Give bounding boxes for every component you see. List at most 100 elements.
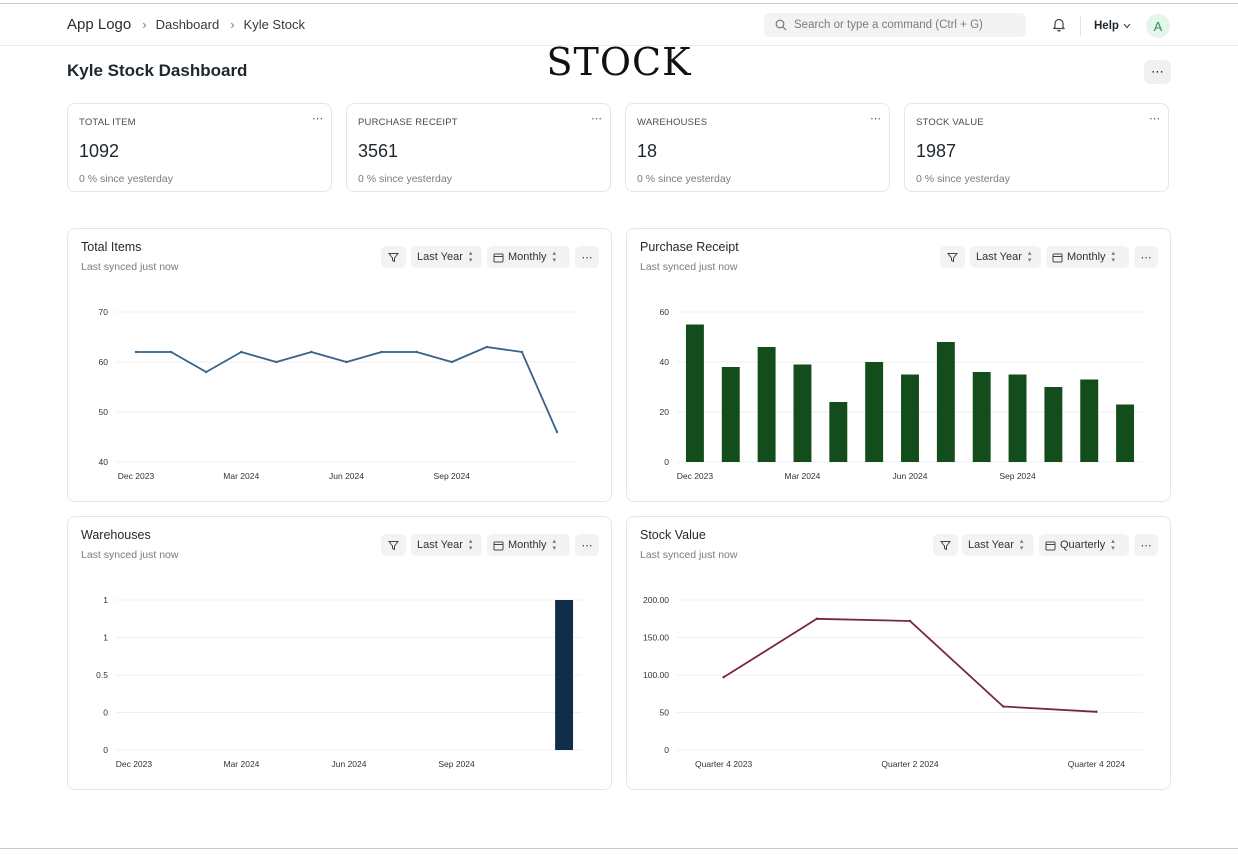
- top-navbar: App Logo › Dashboard › Kyle Stock Search…: [0, 4, 1238, 46]
- data-point: [204, 370, 208, 374]
- data-point: [169, 350, 173, 354]
- interval-select[interactable]: Monthly ▴ ▾: [1046, 246, 1129, 268]
- data-point: [722, 676, 725, 679]
- filter-icon: [388, 540, 399, 550]
- range-select[interactable]: Last Year ▴ ▾: [411, 246, 482, 268]
- series-line: [136, 346, 558, 433]
- page-menu-button[interactable]: ⋯: [1144, 60, 1171, 84]
- select-arrows-icon: ▴ ▾: [1111, 250, 1116, 264]
- panel-purchase-receipt: Purchase Receipt Last synced just now La…: [626, 228, 1171, 502]
- filter-button[interactable]: [933, 534, 958, 556]
- breadcrumb-kyle-stock[interactable]: Kyle Stock: [243, 17, 305, 32]
- card-label: STOCK VALUE: [916, 117, 984, 128]
- y-tick-label: 40: [660, 357, 670, 367]
- panel-subtitle: Last synced just now: [81, 261, 179, 273]
- more-icon: ⋯: [1140, 251, 1152, 264]
- app-logo[interactable]: App Logo: [67, 16, 132, 33]
- interval-label: Monthly: [508, 251, 547, 263]
- bell-icon[interactable]: [1052, 17, 1066, 32]
- more-icon: ⋯: [1140, 539, 1152, 552]
- calendar-icon: [1045, 541, 1056, 550]
- panel-title: Total Items: [81, 240, 142, 254]
- range-select[interactable]: Last Year ▴ ▾: [411, 534, 482, 556]
- card-warehouses: WAREHOUSES ⋯ 18 0 % since yesterday: [625, 103, 890, 192]
- panel-stock-value: Stock Value Last synced just now Last Ye…: [626, 516, 1171, 790]
- more-icon[interactable]: ⋯: [1149, 113, 1160, 125]
- avatar[interactable]: A: [1146, 14, 1170, 38]
- card-stock-value: STOCK VALUE ⋯ 1987 0 % since yesterday: [904, 103, 1169, 192]
- filter-button[interactable]: [381, 246, 406, 268]
- panel-subtitle: Last synced just now: [640, 549, 738, 561]
- search-input[interactable]: Search or type a command (Ctrl + G): [764, 13, 1026, 37]
- filter-icon: [388, 252, 399, 262]
- nav-divider: [1080, 16, 1081, 36]
- y-tick-label: 0: [664, 457, 669, 467]
- more-icon: ⋯: [581, 251, 593, 264]
- range-label: Last Year: [968, 539, 1014, 551]
- y-tick-label: 0: [103, 708, 108, 718]
- x-tick-label: Jun 2024: [893, 471, 928, 481]
- warehouses-chart: 0 0 0.5 1 1 Dec 2023 Mar 2024 Jun 2024 Sep 2024: [96, 595, 582, 769]
- bar: [901, 374, 919, 462]
- interval-select[interactable]: Monthly ▴ ▾: [487, 246, 570, 268]
- interval-select[interactable]: Monthly ▴ ▾: [487, 534, 570, 556]
- card-delta: 0 % since yesterday: [79, 173, 173, 185]
- data-point: [1095, 710, 1098, 713]
- panel-subtitle: Last synced just now: [81, 549, 179, 561]
- card-value: 18: [637, 141, 658, 161]
- x-tick-label: Jun 2024: [329, 471, 364, 481]
- bar: [1116, 404, 1135, 462]
- card-label: TOTAL ITEM: [79, 117, 136, 128]
- interval-select[interactable]: Quarterly ▴ ▾: [1039, 534, 1129, 556]
- help-dropdown[interactable]: Help: [1094, 16, 1131, 36]
- x-tick-label: Jun 2024: [332, 759, 367, 769]
- total-items-chart: 40 50 60 70 Dec 2023 Mar 2024 Jun 2024 Sep 2024: [99, 307, 577, 481]
- y-tick-label: 50: [660, 708, 670, 718]
- card-delta: 0 % since yesterday: [916, 173, 1010, 185]
- filter-button[interactable]: [940, 246, 965, 268]
- range-label: Last Year: [417, 251, 463, 263]
- x-tick-label: Mar 2024: [224, 759, 260, 769]
- bar: [1080, 379, 1099, 462]
- range-select[interactable]: Last Year ▴ ▾: [970, 246, 1041, 268]
- bar: [865, 362, 884, 462]
- frame-bottom-border: [0, 848, 1238, 849]
- y-tick-label: 50: [99, 407, 109, 417]
- more-icon[interactable]: ⋯: [591, 113, 602, 125]
- panel-menu-button[interactable]: ⋯: [575, 246, 599, 268]
- y-tick-label: 100.00: [643, 670, 669, 680]
- breadcrumb-dashboard[interactable]: Dashboard: [155, 17, 220, 32]
- panel-menu-button[interactable]: ⋯: [1134, 246, 1158, 268]
- y-tick-label: 70: [99, 307, 109, 317]
- bar: [793, 364, 812, 462]
- y-tick-label: 0: [664, 745, 669, 755]
- data-point: [520, 350, 524, 354]
- more-icon[interactable]: ⋯: [312, 113, 323, 125]
- more-icon[interactable]: ⋯: [870, 113, 881, 125]
- bar: [1044, 387, 1063, 462]
- card-delta: 0 % since yesterday: [637, 173, 731, 185]
- select-arrows-icon: ▴ ▾: [552, 250, 557, 264]
- calendar-icon: [493, 541, 504, 550]
- bar: [721, 367, 740, 462]
- x-tick-label: Sep 2024: [434, 471, 471, 481]
- panel-title: Stock Value: [640, 528, 706, 542]
- panel-warehouses: Warehouses Last synced just now Last Yea…: [67, 516, 612, 790]
- x-tick-label: Quarter 4 2023: [695, 759, 752, 769]
- y-tick-label: 60: [660, 307, 670, 317]
- card-value: 3561: [358, 141, 399, 161]
- data-point: [275, 360, 278, 364]
- range-select[interactable]: Last Year ▴ ▾: [962, 534, 1034, 556]
- panel-menu-button[interactable]: ⋯: [1134, 534, 1158, 556]
- x-tick-label: Dec 2023: [116, 759, 153, 769]
- x-tick-label: Sep 2024: [999, 471, 1036, 481]
- select-arrows-icon: ▴ ▾: [552, 538, 557, 552]
- select-arrows-icon: ▴ ▾: [468, 538, 473, 552]
- filter-button[interactable]: [381, 534, 406, 556]
- stock-value-chart: 0 50 100.00 150.00 200.00 Quarter 4 2023 Quart…: [643, 595, 1143, 769]
- chevron-down-icon: [1123, 23, 1131, 29]
- calendar-icon: [493, 253, 504, 262]
- panel-title: Purchase Receipt: [640, 240, 739, 254]
- bar: [936, 342, 955, 462]
- panel-menu-button[interactable]: ⋯: [575, 534, 599, 556]
